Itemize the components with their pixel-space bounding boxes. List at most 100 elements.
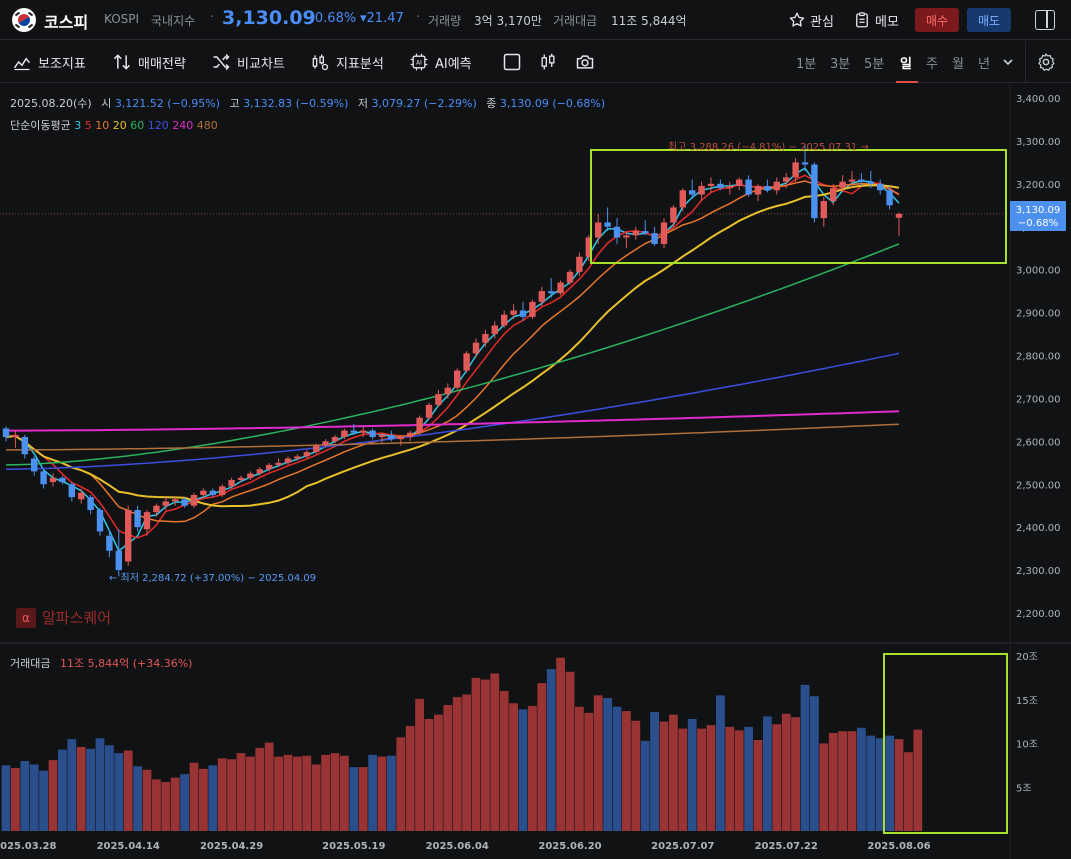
ma-period-20[interactable]: 20 <box>109 119 127 132</box>
volume-bar <box>264 742 274 831</box>
candle-body <box>284 458 292 463</box>
ma-period-60[interactable]: 60 <box>126 119 145 132</box>
stock-name[interactable]: 코스피 <box>44 13 89 32</box>
indicator-tool-button[interactable]: 보조지표 <box>12 52 86 72</box>
period-1min[interactable]: 1분 <box>796 57 817 72</box>
strategy-tool-button[interactable]: 매매전략 <box>112 52 186 72</box>
price-chart[interactable]: 3,400.003,300.003,200.003,100.003,000.00… <box>0 84 1071 859</box>
candle-analysis-icon <box>312 54 329 71</box>
period-5min[interactable]: 5분 <box>864 57 885 72</box>
memo-button[interactable]: 메모 <box>853 8 899 32</box>
period-3min[interactable]: 3분 <box>830 57 851 72</box>
overlays: 최고 3,288.26 (−4.81%) − 2025.07.31 → ← 최저 … <box>109 141 1066 834</box>
ma-period-10[interactable]: 10 <box>91 119 110 132</box>
candle-body <box>49 477 57 483</box>
candle-body <box>548 291 555 294</box>
period-month[interactable]: 월 <box>952 57 964 72</box>
volume-bar <box>405 726 415 831</box>
stock-code: KOSPI <box>104 12 140 26</box>
screenshot-button[interactable] <box>575 52 595 72</box>
volume-bar <box>772 724 782 831</box>
candle-body <box>867 181 874 184</box>
ma-line-240 <box>6 410 900 432</box>
square-tool-button[interactable] <box>502 52 522 72</box>
gear-icon[interactable] <box>1036 52 1056 72</box>
ma-period-120[interactable]: 120 <box>144 119 169 132</box>
x-tick-label: 2025.08.06 <box>867 841 930 852</box>
volume-bar <box>462 694 471 831</box>
favorite-button[interactable]: 관심 <box>788 8 834 32</box>
volume-bar <box>20 761 30 831</box>
chart-type-button[interactable] <box>538 52 558 72</box>
period-year[interactable]: 년 <box>978 57 990 72</box>
volume-bar <box>659 721 669 831</box>
amount-label: 거래대금 <box>553 14 598 28</box>
candle-body <box>266 464 273 470</box>
chart-toolbar: 보조지표 매매전략 비교차트 지표분석 AI AI예측 1분 3분 5분 일 주… <box>0 41 1071 83</box>
volume-bar <box>396 737 406 831</box>
volume-bar <box>603 698 612 831</box>
candle-body <box>87 497 94 510</box>
ai-tool-button[interactable]: AI AI예측 <box>409 52 472 72</box>
candle-body <box>613 226 621 238</box>
volume-bar <box>518 709 528 831</box>
volume-bar <box>105 745 114 831</box>
candle-body <box>538 291 545 302</box>
x-tick-label: 2025.07.07 <box>651 841 714 852</box>
volume-value: 3억 3,170만 <box>474 14 542 28</box>
candle-body <box>181 499 188 506</box>
ma-period-5[interactable]: 5 <box>81 119 92 132</box>
ma-period-240[interactable]: 240 <box>168 119 194 132</box>
volume-bar <box>763 716 772 831</box>
ma-line-480 <box>6 423 900 451</box>
volume-bar <box>434 714 443 831</box>
candle-body <box>754 185 762 195</box>
current-price-tag-pct: −0.68% <box>1018 218 1058 229</box>
volume-bar <box>152 779 161 831</box>
buy-button[interactable]: 매수 <box>915 8 959 32</box>
compare-tool-button[interactable]: 비교차트 <box>211 52 285 72</box>
volume-bar <box>546 669 556 831</box>
toolbar-divider <box>1025 41 1026 83</box>
separator-dot: · <box>210 10 215 25</box>
volume-bar <box>716 695 725 831</box>
chevron-down-icon[interactable] <box>1002 56 1014 68</box>
volume-bar <box>584 712 594 831</box>
volume-value: 11조 5,844억 (+34.36%) <box>59 657 193 670</box>
y-tick-label: 2,400.00 <box>1016 523 1061 534</box>
volume-bar <box>161 782 171 831</box>
volume-bar <box>838 731 847 831</box>
period-week[interactable]: 주 <box>926 57 938 72</box>
open-label: 시 <box>101 97 112 110</box>
ma-legend[interactable]: 단순이동평균 3 5 10 20 60 120 240 480 <box>10 117 218 133</box>
volume-bar <box>744 726 753 831</box>
volume-bar <box>199 768 208 831</box>
y-tick-label: 3,300.00 <box>1016 137 1061 148</box>
period-day[interactable]: 일 <box>900 57 912 72</box>
sell-button[interactable]: 매도 <box>967 8 1011 32</box>
candle-body <box>360 430 367 433</box>
candle-body <box>407 432 414 438</box>
candle-body <box>162 501 169 506</box>
shuffle-icon <box>213 53 230 71</box>
candle-body <box>472 342 480 354</box>
volume-bar <box>687 719 697 831</box>
ma-label: 단순이동평균 <box>10 119 71 132</box>
volume-bar <box>11 768 20 831</box>
volume-bar <box>133 766 142 831</box>
candle-body <box>369 430 376 438</box>
y-tick-label: 3,400.00 <box>1016 94 1061 105</box>
candle-body <box>623 235 630 238</box>
volume-bar <box>39 770 48 831</box>
volume-bar <box>349 767 359 831</box>
side-panel-toggle-icon[interactable] <box>1035 10 1055 30</box>
candle-body <box>839 181 846 189</box>
volume-bar <box>67 739 77 831</box>
ma-period-480[interactable]: 480 <box>193 119 218 132</box>
ma-period-3[interactable]: 3 <box>74 119 82 132</box>
buy-sell-arrows-icon <box>113 54 131 70</box>
volume-bar <box>387 755 396 831</box>
x-tick-label: 2025.03.28 <box>0 841 56 852</box>
analysis-tool-button[interactable]: 지표분석 <box>310 52 384 72</box>
candle-body <box>764 185 771 191</box>
